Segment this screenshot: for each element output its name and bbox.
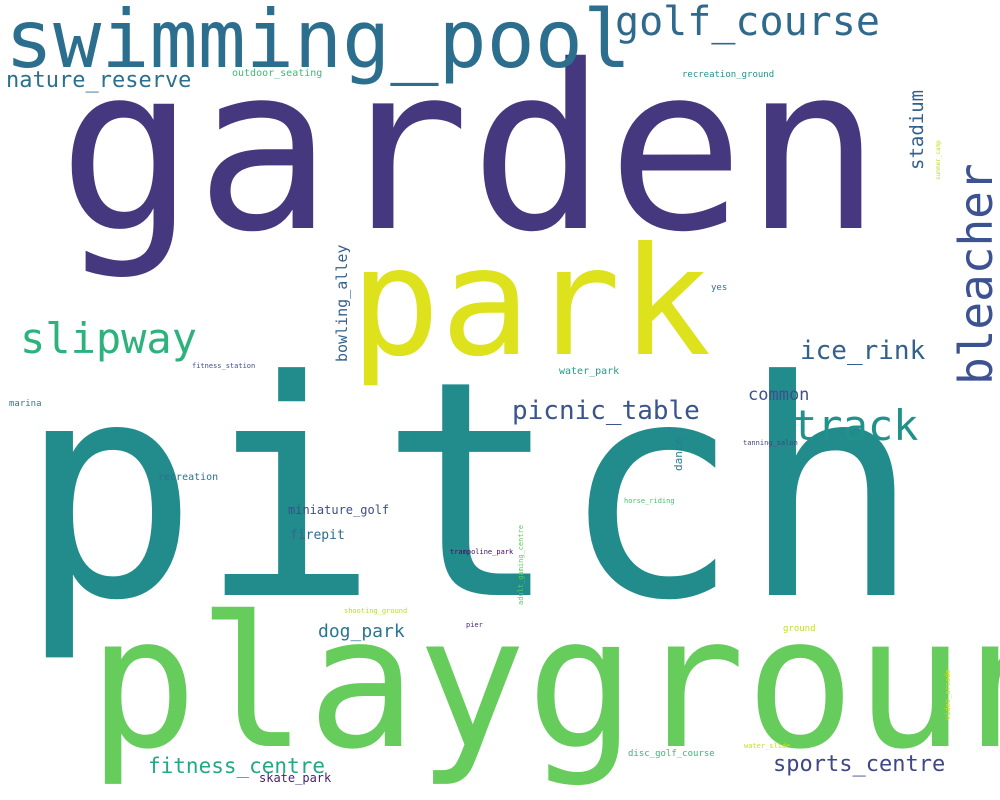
word-tanning-salon: tanning_salon [743,439,798,447]
word-track: track [792,401,919,450]
word-pier: pier [466,621,483,629]
word-horse-riding: horse_riding [624,497,675,505]
word-firepit: firepit [290,528,345,543]
word-yes: yes [711,283,728,293]
word-disc-golf-course: disc_golf_course [628,749,715,759]
word-summer-camp: summer_camp [935,140,942,180]
word-water-slide: water_slide [744,742,791,750]
word-nature-reserve: nature_reserve [6,68,192,93]
word-ground: ground [783,624,816,634]
word-marina: marina [9,399,42,409]
word-recreation: recreation [158,472,219,483]
word-stadium: stadium [906,89,928,170]
word-playground: playground [88,577,1000,789]
word-skate-park: skate_park [259,771,332,785]
word-shooting-ground: shooting_ground [344,607,408,615]
word-water-park: water_park [559,366,620,377]
word-adult-gaming-centre: adult_gaming_centre [517,524,525,605]
word-slipway: slipway [20,314,198,363]
word-dog-park: dog_park [318,621,405,642]
word-dance: dance [672,437,685,471]
word-picnic-table: picnic_table [512,396,700,426]
word-park: park [350,216,712,390]
word-common: common [748,385,810,405]
word-bleacher: bleacher [949,163,1000,385]
word-sports-centre: sports_centre [773,752,946,777]
word-fitness-station: fitness_station [192,362,256,370]
word-golf-course: golf_course [615,0,880,45]
word-recreation-ground: recreation_ground [682,70,775,80]
word-outdoor-seating: outdoor_seating [232,68,323,79]
word-video-arcade: video_arcade [944,669,952,720]
word-bowling-alley: bowling_alley [333,244,351,362]
word-pitch: pitch [18,317,922,666]
word-swimming-pool: swimming_pool [5,0,632,86]
word-ice-rink: ice_rink [800,336,926,366]
word-miniature-golf: miniature_golf [288,503,390,517]
word-trampoline-park: trampoline_park [450,548,514,556]
word-fitness-centre: fitness_centre [148,754,326,778]
word-garden: garden [58,16,882,282]
